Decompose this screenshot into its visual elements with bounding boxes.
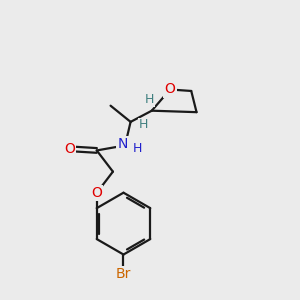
Text: O: O (91, 186, 102, 200)
Text: O: O (165, 82, 176, 97)
Text: H: H (138, 118, 148, 131)
Text: H: H (132, 142, 142, 155)
Text: O: O (64, 142, 75, 156)
Text: N: N (117, 137, 128, 151)
Text: H: H (145, 93, 154, 106)
Text: Br: Br (116, 267, 131, 281)
